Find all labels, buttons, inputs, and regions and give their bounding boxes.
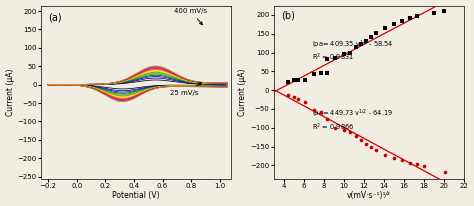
X-axis label: v(mV·s⁻¹)¹⁄²: v(mV·s⁻¹)¹⁄² bbox=[347, 191, 391, 200]
Point bbox=[441, 170, 449, 173]
Text: Ipa= 409.35 v$^{1/2}$ - 58.54: Ipa= 409.35 v$^{1/2}$ - 58.54 bbox=[312, 38, 393, 50]
Point bbox=[340, 128, 347, 131]
Text: Ipa= 449.73 v$^{1/2}$ - 64.19: Ipa= 449.73 v$^{1/2}$ - 64.19 bbox=[312, 108, 393, 120]
X-axis label: Potential (V): Potential (V) bbox=[112, 191, 160, 200]
Point bbox=[413, 163, 421, 166]
Text: 400 mV/s: 400 mV/s bbox=[174, 8, 207, 25]
Point bbox=[413, 14, 421, 17]
Point bbox=[390, 156, 398, 159]
Point bbox=[310, 72, 318, 75]
Point bbox=[367, 35, 375, 39]
Point bbox=[382, 26, 389, 30]
Y-axis label: Current (μA): Current (μA) bbox=[6, 68, 15, 116]
Point bbox=[398, 158, 406, 162]
Point bbox=[357, 43, 365, 46]
Point bbox=[301, 101, 309, 104]
Text: 25 mV/s: 25 mV/s bbox=[170, 83, 201, 96]
Point bbox=[367, 146, 375, 149]
Point bbox=[352, 45, 359, 49]
Point bbox=[363, 39, 370, 42]
Point bbox=[284, 80, 292, 83]
Point bbox=[346, 51, 354, 54]
Point bbox=[331, 126, 339, 129]
Point bbox=[363, 142, 370, 145]
Text: (a): (a) bbox=[48, 13, 62, 22]
Point bbox=[357, 138, 365, 142]
Point bbox=[406, 161, 413, 164]
Point bbox=[390, 23, 398, 26]
Point bbox=[324, 58, 331, 61]
Text: (b): (b) bbox=[281, 11, 295, 21]
Point bbox=[301, 78, 309, 81]
Text: R$^2$ = 0.9831: R$^2$ = 0.9831 bbox=[312, 52, 354, 63]
Point bbox=[295, 97, 302, 101]
Point bbox=[331, 56, 339, 60]
Point bbox=[324, 71, 331, 75]
Point bbox=[290, 95, 298, 98]
Point bbox=[420, 164, 428, 168]
Point bbox=[352, 134, 359, 138]
Point bbox=[382, 153, 389, 157]
Point bbox=[430, 11, 438, 15]
Point bbox=[440, 9, 448, 13]
Point bbox=[406, 16, 413, 20]
Y-axis label: Current (μA): Current (μA) bbox=[238, 68, 247, 116]
Point bbox=[373, 149, 380, 152]
Point bbox=[318, 71, 325, 75]
Point bbox=[373, 31, 380, 34]
Point bbox=[290, 79, 298, 82]
Point bbox=[340, 52, 347, 56]
Text: R$^2$ = 0.9866: R$^2$ = 0.9866 bbox=[312, 121, 354, 133]
Point bbox=[310, 108, 318, 111]
Point bbox=[318, 110, 325, 113]
Point bbox=[295, 78, 302, 82]
Point bbox=[346, 131, 354, 134]
Point bbox=[284, 93, 292, 96]
Point bbox=[398, 20, 406, 23]
Point bbox=[324, 117, 331, 121]
